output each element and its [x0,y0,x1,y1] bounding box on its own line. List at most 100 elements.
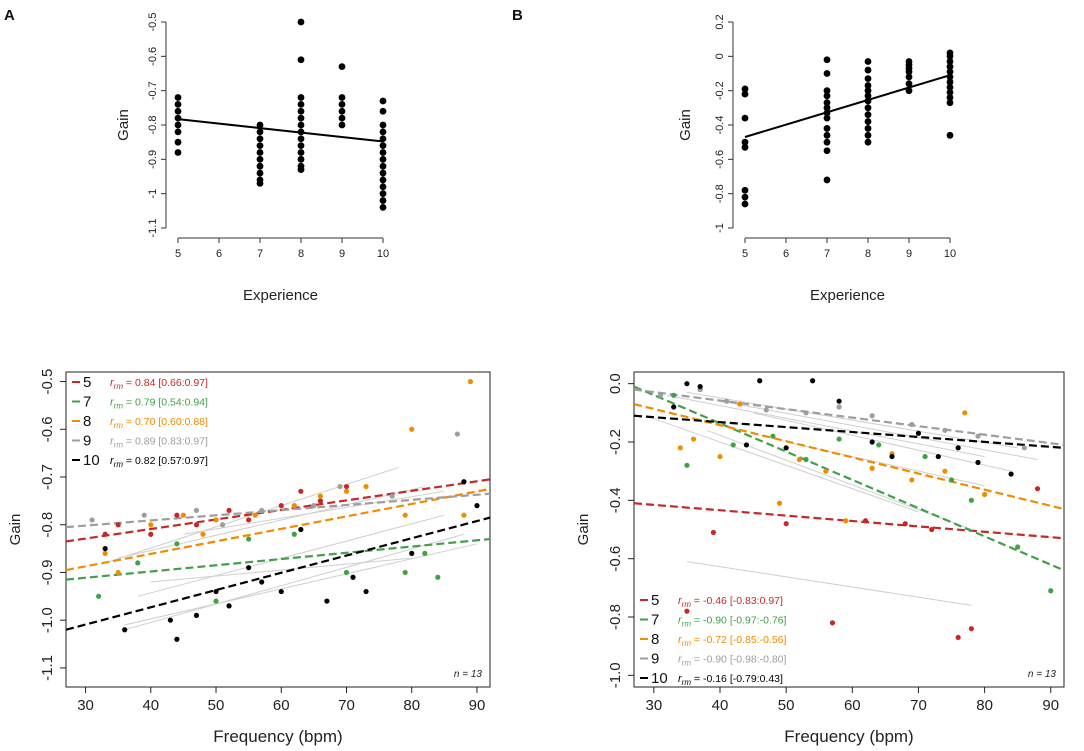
a-top-data-point [297,18,305,26]
a-bottom-individual-line [137,514,445,597]
chart-a-top: -0.5 -0.6 -0.7 -0.8 -0.9 -1 -1.1 5 6 7 8 9 10 Experie… [115,13,389,304]
a-bottom-point-5 [317,498,323,504]
b-top-y-tick-label: -1 [714,223,726,233]
b-bottom-x-tick-label: 60 [844,697,861,714]
a-bottom-point-5 [343,483,350,490]
a-bottom-point-8 [102,550,108,556]
a-top-regression-line [177,118,384,143]
a-top-x-tick-label: 5 [175,248,181,260]
b-top-y-axis-title: Gain [677,109,694,141]
a-bottom-x-tick-label: 30 [77,697,94,714]
b-top-x-tick-label: 10 [944,248,956,260]
b-top-data-point [946,131,954,139]
b-bottom-individual-line [686,561,972,606]
b-bottom-point-8 [796,456,802,463]
b-bottom-point-10 [955,445,961,451]
chart-b-top: 0.2 0 -0.2 -0.4 -0.6 -0.8 -1 5 6 7 8 9 10 Experience G… [677,14,956,304]
a-bottom-point-7 [213,598,219,604]
b-bottom-y-axis-title: Gain [575,514,592,546]
a-bottom-y-axis-title: Gain [7,514,24,546]
b-bottom-point-8 [962,410,968,416]
b-bottom-y-tick-label: -0.8 [607,604,624,630]
a-top-data-point [379,121,387,129]
b-top-data-point [864,97,872,105]
b-top-data-point [741,114,749,122]
b-bottom-point-10 [869,439,875,445]
a-bottom-point-7 [96,593,102,599]
a-bottom-legend-key: 8 [83,413,91,430]
b-bottom-point-9 [909,421,915,428]
b-bottom-point-9 [657,392,664,398]
a-bottom-point-7 [174,541,180,547]
a-bottom-legend-r-value: = 0.70 [0.60:0.88] [123,416,208,428]
b-bottom-x-tick-label: 50 [778,697,795,714]
panel-label-b: B [512,7,523,24]
b-bottom-point-7 [876,442,882,448]
b-top-data-point [905,68,913,76]
b-bottom-x-tick-label: 90 [1042,697,1059,714]
b-top-data-point [823,138,831,146]
a-top-data-point [338,107,346,115]
a-bottom-point-10 [167,617,173,623]
b-bottom-trend-line-7 [634,385,1064,572]
b-bottom-point-8 [737,401,743,407]
a-bottom-x-tick-label: 70 [338,697,355,714]
a-bottom-x-tick-label: 90 [469,697,486,714]
a-bottom-point-10 [278,588,284,595]
a-bottom-legend-r-sub: rm [114,421,124,430]
a-bottom-point-10 [474,503,480,509]
a-top-data-point [379,142,387,150]
b-bottom-point-9 [942,427,948,433]
a-bottom-point-10 [461,479,467,485]
b-bottom-point-8 [982,491,988,498]
b-top-data-point [823,104,831,112]
b-bottom-legend-key: 7 [651,612,659,629]
a-bottom-point-9 [141,512,147,518]
b-bottom-point-5 [968,626,974,632]
b-top-data-point [823,99,831,107]
a-top-data-point [256,155,264,163]
a-bottom-legend-r-sub: rm [114,382,124,391]
a-bottom-point-9 [219,522,226,528]
b-top-y-tick-label: 0.2 [714,14,726,29]
b-bottom-legend-key: 10 [651,670,668,687]
a-bottom-point-5 [246,517,252,523]
a-top-data-point [297,149,305,156]
b-bottom-point-5 [710,529,716,536]
a-top-data-point [256,135,264,143]
b-bottom-point-5 [955,634,961,641]
a-bottom-point-9 [454,431,460,437]
b-top-data-point [905,80,913,88]
b-bottom-individual-line [752,412,1012,472]
b-top-y-tick-label: -0.6 [714,150,726,169]
b-bottom-point-10 [697,383,703,390]
b-bottom-legend-r-value: = -0.90 [-0.97:-0.76] [691,615,787,627]
b-bottom-legend-r-sub: rm [682,678,692,687]
a-bottom-point-8 [461,512,467,518]
b-top-data-point [864,66,872,74]
b-top-data-point [823,176,831,184]
a-bottom-legend-r-sub: rm [114,441,124,450]
a-top-x-tick-label: 9 [339,248,345,260]
b-top-data-point [823,56,831,64]
a-bottom-y-tick-label: -1.0 [39,607,56,633]
b-top-x-tick-label: 8 [865,248,871,260]
b-top-data-point [741,85,749,93]
a-bottom-point-5 [193,522,200,528]
b-bottom-point-8 [776,500,783,506]
b-bottom-point-9 [836,404,842,410]
a-top-x-axis-title: Experience [243,287,318,304]
a-bottom-point-5 [102,531,108,537]
a-top-y-tick-label: -0.8 [147,116,159,135]
b-bottom-legend-r-symbol: r [678,634,683,646]
b-bottom-point-7 [803,456,809,463]
chart-a-bottom: -0.5 -0.6 -0.7 -0.8 -0.9 -1.0 -1.1 30 40 50 60 70 80… [7,369,491,746]
b-top-data-point [946,68,954,76]
b-bottom-point-7 [730,442,736,448]
b-top-data-point [946,58,954,65]
a-bottom-point-8 [467,378,474,385]
b-top-data-point [864,138,872,146]
a-bottom-point-5 [174,512,180,518]
a-top-data-point [379,97,387,105]
